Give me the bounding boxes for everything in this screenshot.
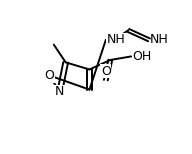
Text: N: N <box>55 85 64 99</box>
Text: OH: OH <box>132 50 151 63</box>
Text: O: O <box>101 65 111 78</box>
Text: NH: NH <box>150 33 169 46</box>
Text: NH: NH <box>107 33 125 46</box>
Text: O: O <box>44 69 54 82</box>
